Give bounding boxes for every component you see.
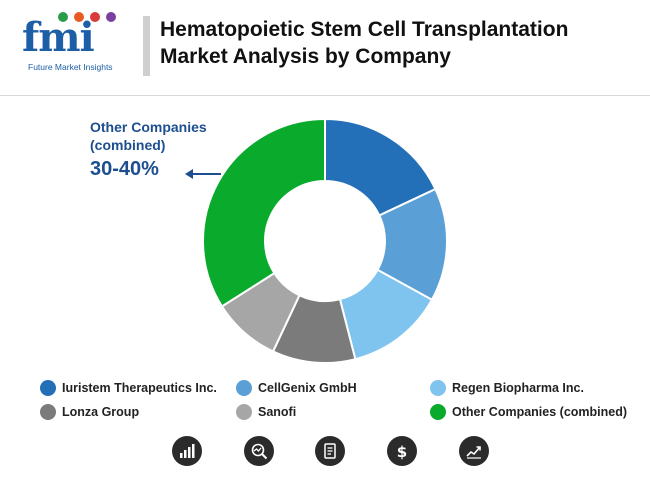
chart-title: Hematopoietic Stem Cell Transplantation … [160,18,569,68]
legend-label: Other Companies (combined) [452,405,628,419]
title-accent-bar [143,16,150,76]
legend-item-iuristem: Iuristem Therapeutics Inc. [40,378,217,398]
legend-item-lonza: Lonza Group [40,402,139,422]
svg-text:$: $ [397,443,407,460]
legend: Iuristem Therapeutics Inc. CellGenix Gmb… [40,378,640,428]
logo-dots [58,12,128,26]
legend-swatch [40,404,56,420]
callout-value: 30-40% [90,158,159,180]
dollar-icon[interactable]: $ [387,436,417,466]
legend-swatch [236,404,252,420]
bar-chart-icon[interactable] [172,436,202,466]
legend-label: Iuristem Therapeutics Inc. [62,381,217,395]
chart-magnify-icon[interactable] [244,436,274,466]
donut-chart [202,117,448,364]
legend-label: Regen Biopharma Inc. [452,381,584,395]
header-divider [0,95,650,96]
callout: Other Companies (combined) 30-40% [90,118,230,181]
legend-swatch [430,404,446,420]
logo-subtitle: Future Market Insights [28,62,113,72]
legend-item-sanofi: Sanofi [236,402,296,422]
logo-text: fmi [22,14,95,61]
legend-label: CellGenix GmbH [258,381,357,395]
legend-item-other: Other Companies (combined) [430,402,627,422]
report-icon[interactable] [315,436,345,466]
legend-item-regen: Regen Biopharma Inc. [430,378,584,398]
footer-icons: $ [0,434,650,472]
fmi-logo[interactable]: fmi Future Market Insights [22,12,134,76]
legend-item-cellgenix: CellGenix GmbH [236,378,357,398]
callout-arrow-icon [185,169,221,179]
header: fmi Future Market Insights Hematopoietic… [0,0,650,92]
legend-label: Lonza Group [62,405,140,419]
legend-swatch [236,380,252,396]
legend-swatch [430,380,446,396]
callout-label: Other Companies (combined) [90,119,207,153]
trend-line-icon[interactable] [459,436,489,466]
legend-label: Sanofi [258,405,297,419]
legend-swatch [40,380,56,396]
donut-slice-other-companies-combined [202,117,326,308]
